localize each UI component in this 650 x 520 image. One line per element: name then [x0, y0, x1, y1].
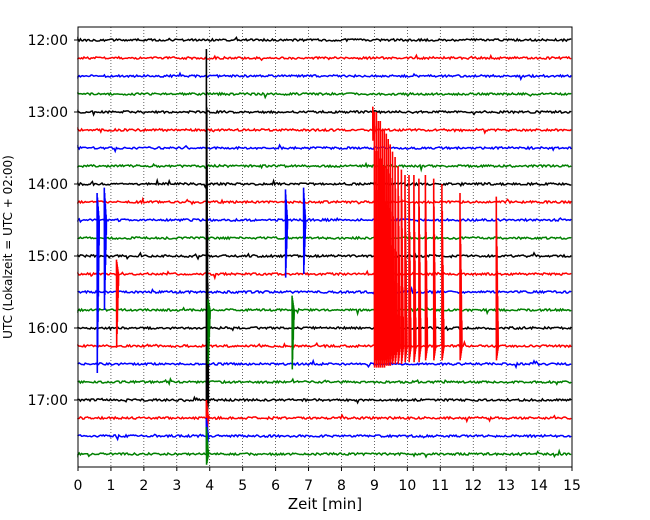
plot-frame [77, 26, 573, 468]
trace-line [77, 306, 572, 317]
gridlines [110, 27, 540, 467]
x-tick-label: 15 [563, 478, 581, 494]
trace-line [77, 177, 572, 189]
trace-line [77, 35, 572, 43]
event-spike [408, 174, 412, 363]
y-tick-label: 13:00 [28, 105, 68, 121]
event-spike [459, 192, 463, 361]
event-spike [302, 187, 307, 275]
y-tick-label: 12:00 [28, 33, 68, 49]
x-axis-label: Zeit [min] [288, 495, 362, 513]
trace-line [77, 358, 572, 370]
x-tick-label: 2 [139, 478, 148, 494]
trace-line [77, 235, 572, 241]
y-tick-label: 17:00 [28, 393, 68, 409]
event-group [96, 48, 500, 465]
trace-line [77, 53, 572, 62]
y-axis-ticks: 12:00 13:00 14:00 15:00 16:00 17:00 [28, 33, 78, 409]
trace-group [77, 35, 572, 459]
trace-line [77, 91, 572, 100]
event-spike [205, 426, 210, 465]
x-tick-label: 13 [497, 478, 515, 494]
x-tick-label: 11 [431, 478, 449, 494]
event-spike [391, 151, 396, 365]
event-spike [432, 178, 437, 361]
event-spike [413, 174, 417, 363]
event-spike [404, 174, 408, 363]
event-spike [397, 165, 401, 365]
event-spike [372, 106, 376, 141]
event-spike [418, 178, 422, 363]
x-tick-label: 5 [238, 478, 247, 494]
event-spike [394, 156, 398, 365]
trace-line [77, 71, 572, 82]
trace-line [77, 413, 572, 424]
trace-line [77, 109, 572, 117]
trace-line [77, 395, 572, 405]
y-axis-label: UTC (Lokalzeit = UTC + 02:00) [1, 155, 15, 339]
trace-line [77, 251, 572, 261]
trace-line [77, 143, 572, 154]
x-tick-label: 10 [398, 478, 416, 494]
trace-line [77, 196, 572, 206]
x-tick-label: 3 [172, 478, 181, 494]
x-tick-label: 12 [464, 478, 482, 494]
event-spike [441, 183, 445, 361]
event-spike [424, 174, 429, 361]
x-tick-label: 4 [205, 478, 214, 494]
x-tick-label: 9 [370, 478, 379, 494]
y-tick-label: 15:00 [28, 249, 68, 265]
x-tick-label: 1 [106, 478, 115, 494]
trace-line [77, 448, 572, 459]
trace-line [77, 161, 572, 173]
event-spike [291, 295, 295, 370]
event-spike [400, 169, 405, 365]
event-spike [115, 259, 120, 347]
event-spike [495, 196, 500, 361]
trace-line [77, 376, 572, 387]
trace-line [77, 325, 572, 332]
trace-line [77, 285, 572, 295]
trace-line [77, 215, 572, 224]
x-axis-ticks: 0 1 2 3 4 5 6 7 8 9 10 11 12 13 14 15 [74, 467, 581, 494]
y-tick-label: 14:00 [28, 177, 68, 193]
trace-line [77, 269, 572, 281]
x-tick-label: 14 [530, 478, 548, 494]
x-tick-label: 7 [304, 478, 313, 494]
x-tick-label: 8 [337, 478, 346, 494]
trace-line [77, 339, 572, 349]
x-tick-label: 6 [271, 478, 280, 494]
trace-line [77, 126, 572, 135]
trace-line [77, 433, 572, 442]
event-spike [207, 299, 211, 365]
y-tick-label: 16:00 [28, 321, 68, 337]
x-tick-label: 0 [74, 478, 83, 494]
event-spike [96, 192, 100, 374]
event-spike [284, 189, 289, 278]
event-spike [103, 187, 108, 311]
